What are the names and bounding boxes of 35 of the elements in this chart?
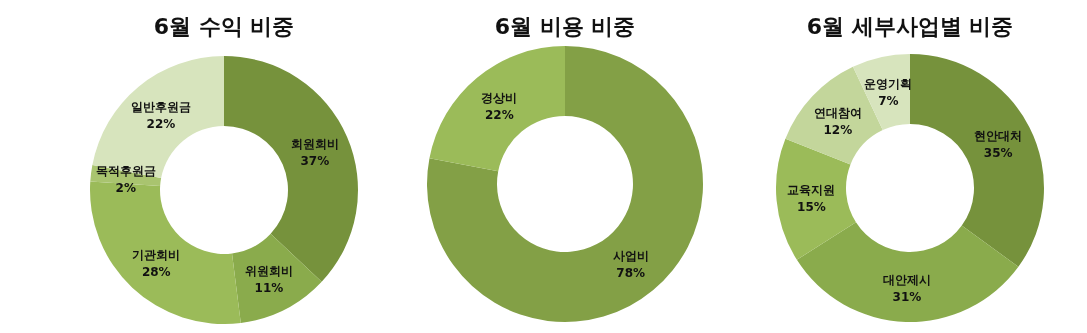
slice-label: 연대참여	[813, 106, 862, 121]
donut-slice	[776, 138, 856, 260]
donut-slice	[232, 233, 322, 323]
donut-slice	[796, 222, 1019, 322]
donut-slice	[427, 46, 703, 322]
slice-label: 위원회비	[244, 264, 293, 279]
donut-slice	[910, 54, 1044, 267]
data-label: 2%	[115, 180, 136, 195]
data-label: 28%	[141, 265, 171, 280]
slice-label: 대안제시	[882, 272, 931, 287]
slice-label: 사업비	[612, 249, 649, 264]
chart-title: 6월 수익 비중	[153, 14, 295, 39]
slice-label: 기관회비	[132, 248, 181, 263]
data-label: 15%	[797, 200, 826, 215]
slice-label: 일반후원금	[130, 99, 191, 114]
chart-title: 6월 비용 비중	[494, 14, 636, 39]
donut-slice	[90, 181, 241, 324]
donut-slice	[429, 46, 565, 172]
data-label: 12%	[823, 123, 853, 138]
donut-slice	[224, 56, 358, 282]
slice-label: 목적후원금	[95, 163, 156, 178]
data-label: 35%	[983, 146, 1013, 161]
donut-slice	[92, 56, 224, 179]
data-label: 22%	[484, 107, 514, 122]
data-label: 31%	[892, 289, 922, 304]
slice-label: 교육지원	[787, 183, 836, 198]
data-label: 22%	[146, 116, 176, 131]
data-label: 11%	[254, 281, 284, 296]
chart-title: 6월 세부사업별 비중	[806, 14, 1014, 39]
data-label: 37%	[300, 153, 330, 168]
slice-label: 경상비	[481, 90, 518, 105]
data-label: 7%	[878, 94, 899, 109]
slice-label: 회원회비	[290, 136, 339, 151]
slice-label: 현안대처	[974, 129, 1023, 144]
data-label: 78%	[616, 266, 646, 281]
